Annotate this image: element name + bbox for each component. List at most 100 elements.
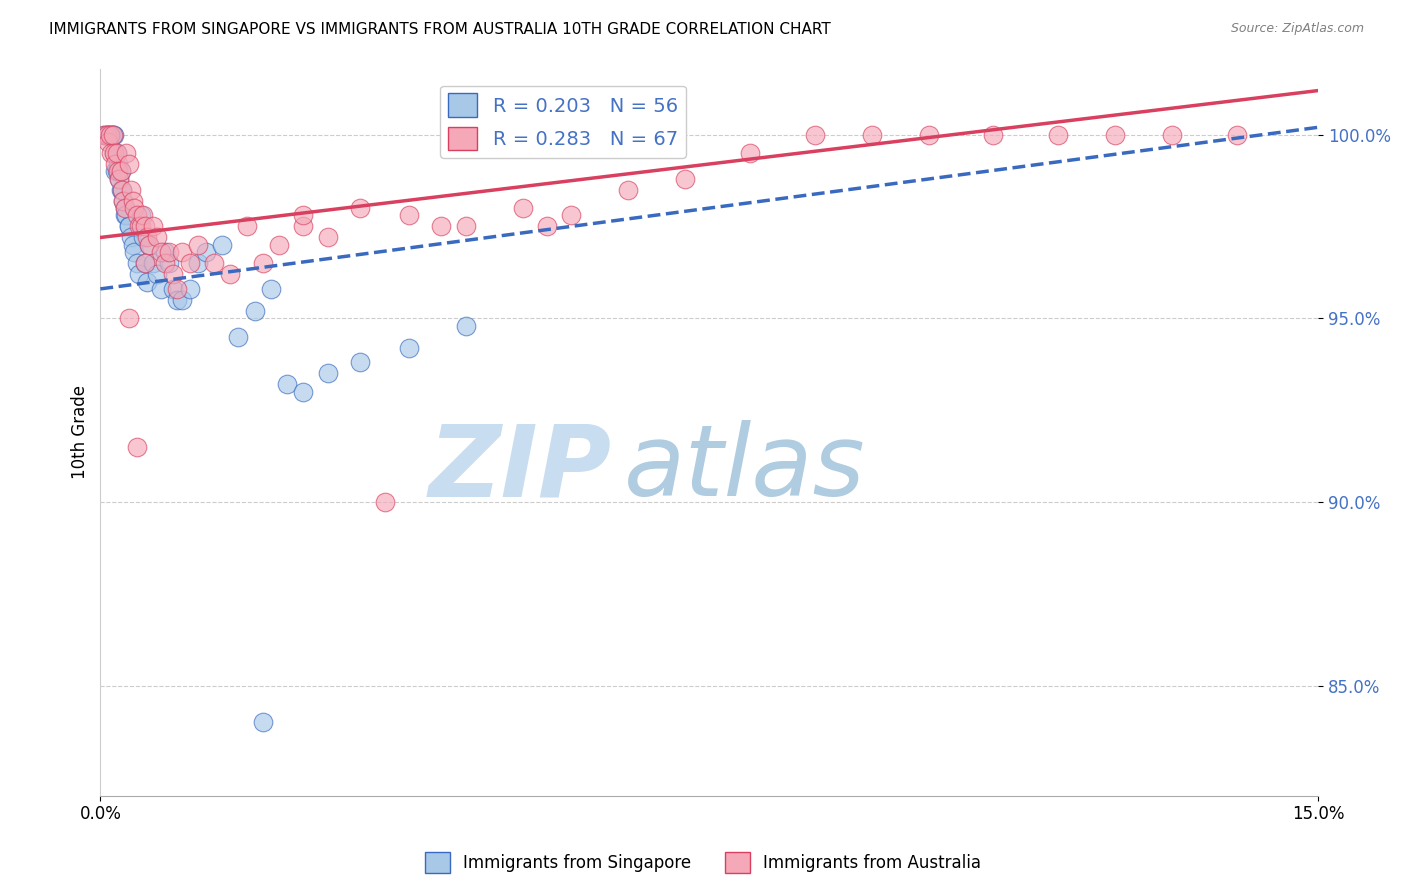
Point [860, 128, 883, 142]
Point [101, 128, 124, 142]
Point [983, 128, 1005, 142]
Point [114, 201, 136, 215]
Point [97, 128, 120, 142]
Point [138, 237, 160, 252]
Point [738, 146, 761, 161]
Point [162, 282, 184, 296]
Point [142, 256, 165, 270]
Point [108, 171, 131, 186]
Point [138, 237, 160, 252]
Point [166, 282, 188, 296]
Point [124, 245, 146, 260]
Point [150, 245, 173, 260]
Point [162, 267, 184, 281]
Point [560, 209, 582, 223]
Point [110, 164, 132, 178]
Point [100, 128, 122, 142]
Point [124, 201, 146, 215]
Point [349, 355, 371, 369]
Point [187, 237, 209, 252]
Text: ZIP: ZIP [429, 420, 612, 517]
Point [104, 164, 127, 178]
Point [101, 128, 124, 142]
Point [121, 194, 143, 208]
Point [617, 183, 640, 197]
Point [146, 267, 169, 281]
Legend: R = 0.203   N = 56, R = 0.283   N = 67: R = 0.203 N = 56, R = 0.283 N = 67 [440, 86, 686, 158]
Point [131, 230, 153, 244]
Point [252, 256, 274, 270]
Point [121, 237, 143, 252]
Point [170, 245, 193, 260]
Point [155, 245, 177, 260]
Point [98, 128, 121, 142]
Point [211, 237, 233, 252]
Point [136, 275, 159, 289]
Point [115, 146, 138, 161]
Point [96, 128, 118, 142]
Point [187, 256, 209, 270]
Point [101, 128, 124, 142]
Point [512, 201, 534, 215]
Point [179, 256, 201, 270]
Point [316, 367, 339, 381]
Point [252, 715, 274, 730]
Point [96, 128, 118, 142]
Point [115, 209, 138, 223]
Point [194, 245, 217, 260]
Point [316, 230, 339, 244]
Point [260, 282, 283, 296]
Point [131, 209, 153, 223]
Point [98, 128, 121, 142]
Point [202, 256, 225, 270]
Point [292, 209, 315, 223]
Point [673, 171, 696, 186]
Point [292, 384, 315, 399]
Point [125, 209, 148, 223]
Point [128, 219, 150, 234]
Point [155, 256, 177, 270]
Point [105, 164, 128, 178]
Point [134, 256, 156, 270]
Point [142, 219, 165, 234]
Point [97, 135, 120, 149]
Text: IMMIGRANTS FROM SINGAPORE VS IMMIGRANTS FROM AUSTRALIA 10TH GRADE CORRELATION CH: IMMIGRANTS FROM SINGAPORE VS IMMIGRANTS … [49, 22, 831, 37]
Point [103, 146, 125, 161]
Point [170, 293, 193, 307]
Point [804, 128, 827, 142]
Point [110, 183, 132, 197]
Point [136, 230, 159, 244]
Point [134, 219, 156, 234]
Point [107, 157, 129, 171]
Point [114, 201, 136, 215]
Point [105, 146, 128, 161]
Point [118, 219, 141, 234]
Point [120, 183, 142, 197]
Point [111, 183, 134, 197]
Point [398, 209, 420, 223]
Point [118, 219, 141, 234]
Point [93, 128, 115, 142]
Point [114, 209, 136, 223]
Text: Source: ZipAtlas.com: Source: ZipAtlas.com [1230, 22, 1364, 36]
Point [373, 495, 395, 509]
Point [536, 219, 558, 234]
Point [112, 194, 135, 208]
Point [157, 245, 180, 260]
Point [97, 128, 120, 142]
Point [276, 377, 298, 392]
Point [129, 219, 152, 234]
Point [128, 267, 150, 281]
Point [129, 209, 152, 223]
Point [107, 164, 129, 178]
Point [134, 256, 156, 270]
Point [100, 146, 122, 161]
Point [125, 440, 148, 454]
Point [103, 146, 125, 161]
Point [1161, 128, 1184, 142]
Point [454, 219, 477, 234]
Point [292, 219, 315, 234]
Point [179, 282, 201, 296]
Point [267, 237, 290, 252]
Text: atlas: atlas [624, 420, 866, 517]
